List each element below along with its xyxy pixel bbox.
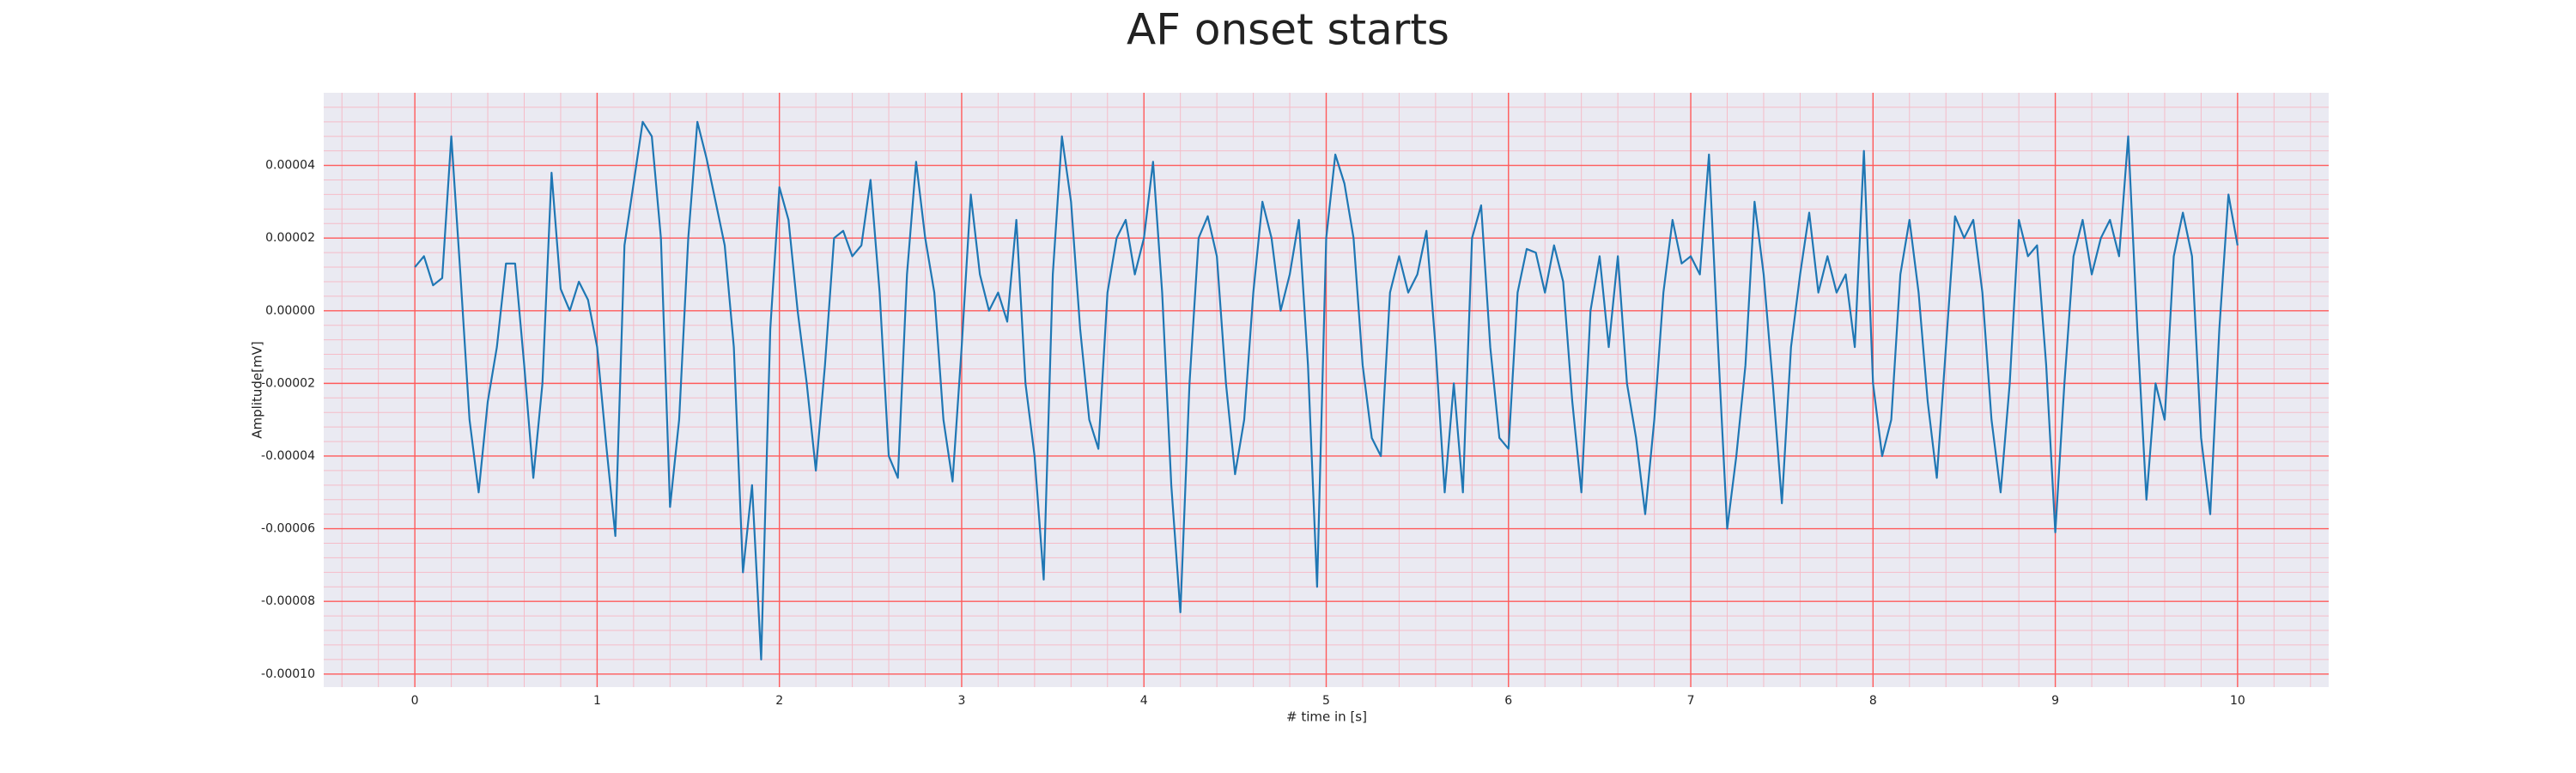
x-tick-label: 0 xyxy=(411,694,419,708)
y-tick-label: 0.00002 xyxy=(265,231,315,245)
x-tick-label: 4 xyxy=(1140,694,1148,708)
signal-line xyxy=(414,120,2239,660)
y-tick-label: 0.00004 xyxy=(265,159,315,173)
x-tick-label: 5 xyxy=(1322,694,1330,708)
x-tick-label: 8 xyxy=(1869,694,1877,708)
y-tick-label: -0.00008 xyxy=(261,594,315,608)
x-tick-label: 7 xyxy=(1687,694,1695,708)
x-tick-label: 2 xyxy=(775,694,783,708)
chart-title: AF onset starts xyxy=(1127,5,1449,55)
x-tick-label: 3 xyxy=(957,694,965,708)
y-tick-label: -0.00006 xyxy=(261,522,315,536)
y-tick-label: -0.00002 xyxy=(261,376,315,390)
x-tick-label: 10 xyxy=(2230,694,2245,708)
x-tick-label: 1 xyxy=(593,694,601,708)
x-axis-label: # time in [s] xyxy=(1286,709,1367,725)
y-tick-label: 0.00000 xyxy=(265,304,315,318)
y-tick-label: -0.00010 xyxy=(261,667,315,681)
y-axis-label: Amplitude[mV] xyxy=(250,341,265,438)
y-tick-label: -0.00004 xyxy=(261,449,315,463)
x-tick-label: 9 xyxy=(2051,694,2059,708)
x-tick-label: 6 xyxy=(1504,694,1512,708)
